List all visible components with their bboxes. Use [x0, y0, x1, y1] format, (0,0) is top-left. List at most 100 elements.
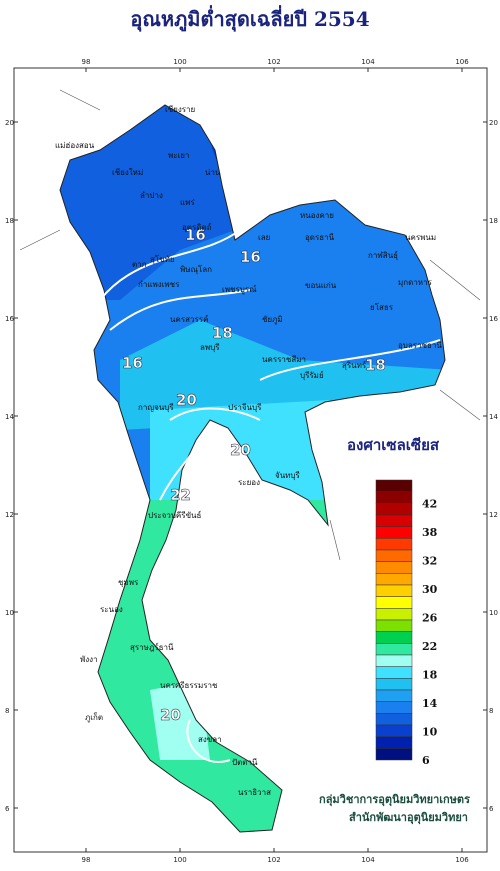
legend-swatch [375, 491, 413, 504]
province-label: เชียงใหม่ [112, 168, 143, 177]
lat-tick-label: 12 [5, 511, 14, 519]
lat-tick-label: 18 [5, 217, 14, 225]
lon-tick-label: 106 [455, 856, 469, 864]
lat-tick-label: 16 [5, 315, 14, 323]
lat-tick-label: 20 [489, 119, 498, 127]
legend-swatch [375, 643, 413, 656]
legend-label: 14 [422, 697, 438, 710]
province-label: อุตรดิตถ์ [182, 222, 212, 232]
legend-swatch [375, 724, 413, 737]
contour-label: 20 [160, 706, 181, 724]
province-label: ชุมพร [118, 578, 139, 587]
province-label: สุรินทร์ [342, 360, 367, 370]
province-label: ลพบุรี [200, 343, 220, 352]
province-label: ประจวบคีรีขันธ์ [148, 510, 202, 520]
legend-swatch [375, 748, 413, 761]
province-label: สุราษฎร์ธานี [130, 642, 174, 652]
map-frame [13, 67, 488, 853]
legend-swatch [375, 654, 413, 667]
province-label: อุบลราชธานี [398, 341, 442, 350]
province-label: ปัตตานี [232, 758, 258, 767]
province-label: พังงา [80, 655, 98, 664]
contour-label: 16 [240, 248, 261, 266]
province-label: นครสวรรค์ [170, 314, 208, 324]
lon-tick-label: 104 [361, 856, 375, 864]
contour-label: 16 [185, 226, 206, 244]
legend-label: 30 [422, 583, 438, 596]
lat-tick-label: 18 [489, 217, 498, 225]
contour-line [99, 229, 441, 763]
province-label: หนองคาย [300, 211, 334, 220]
province-label: นครราชสีมา [262, 355, 306, 364]
province-label: ตาก [132, 260, 147, 269]
province-label: ชัยภูมิ [262, 315, 283, 325]
contour-label: 20 [176, 391, 197, 409]
province-label: ระยอง [238, 478, 260, 487]
lon-tick-label: 106 [455, 58, 469, 66]
lat-tick-label: 20 [5, 119, 14, 127]
legend-swatch [375, 689, 413, 702]
legend-swatch [375, 666, 413, 679]
lat-tick-label: 6 [5, 805, 10, 813]
lon-tick-label: 98 [82, 58, 91, 66]
province-label: อุดรธานี [305, 233, 335, 242]
contour-label: 16 [122, 354, 143, 372]
lat-tick-label: 14 [489, 413, 498, 421]
contour-label: 22 [170, 486, 191, 504]
legend-label: 22 [422, 640, 437, 653]
legend-label: 6 [422, 754, 430, 767]
province-label: เพชรบูรณ์ [222, 284, 257, 295]
province-label: นครพนม [405, 233, 436, 242]
legend-swatch [375, 713, 413, 726]
province-label: แม่ฮ่องสอน [55, 141, 95, 150]
lat-tick-label: 8 [489, 707, 493, 715]
province-label: จันทบุรี [275, 471, 301, 480]
credit: กลุ่มวิชาการอุตุนิยมวิทยาเกษตร [319, 793, 470, 807]
lat-tick-label: 8 [5, 707, 9, 715]
legend-label: 42 [422, 497, 437, 510]
province-label: กำแพงเพชร [138, 280, 180, 289]
legend-swatch [375, 561, 413, 574]
contour-label: 18 [212, 324, 233, 342]
legend-swatch [375, 514, 413, 527]
legend-label: 10 [422, 725, 438, 738]
province-label: นครศรีธรรมราช [160, 681, 218, 690]
province-label: ขอนแก่น [305, 281, 337, 290]
legend-swatch [375, 549, 413, 562]
lat-tick-label: 10 [489, 609, 498, 617]
province-label: ภูเก็ต [85, 712, 103, 723]
lat-tick-label: 12 [489, 511, 498, 519]
province-label: พะเยา [168, 151, 189, 160]
legend-swatch [375, 596, 413, 609]
province-label: ระนอง [100, 605, 123, 614]
lon-tick-label: 100 [173, 58, 186, 66]
legend-swatch [375, 736, 413, 749]
legend-label: 18 [422, 668, 438, 681]
province-label: กาญจนบุรี [138, 403, 174, 412]
legend-label: 32 [422, 554, 437, 567]
province-label: แพร่ [180, 198, 195, 207]
province-label: มุกดาหาร [398, 278, 433, 287]
contour-label: 20 [230, 441, 251, 459]
province-label: ยโสธร [370, 302, 394, 312]
legend-swatch [375, 503, 413, 516]
province-label: สงขลา [198, 735, 222, 744]
lon-tick-label: 104 [361, 58, 375, 66]
legend-swatch [375, 526, 413, 539]
province-label: กาฬสินธุ์ [368, 250, 398, 260]
legend-label: 26 [422, 611, 438, 624]
lat-tick-label: 10 [5, 609, 14, 617]
credit: สำนักพัฒนาอุตุนิยมวิทยา [349, 811, 468, 825]
legend-swatch [375, 619, 413, 632]
neighbor-border [19, 89, 481, 561]
map-title: อุณหภูมิต่ำสุดเฉลี่ยปี 2554 [130, 4, 369, 33]
province-label: น่าน [205, 168, 221, 177]
province-label: สุโขทัย [150, 254, 175, 264]
lat-tick-label: 14 [5, 413, 14, 421]
province-label: พิษณุโลก [180, 264, 212, 274]
legend-swatch [375, 678, 413, 691]
lon-tick-label: 102 [267, 856, 280, 864]
contour-label: 18 [365, 356, 386, 374]
province-label: ปราจีนบุรี [228, 403, 262, 412]
